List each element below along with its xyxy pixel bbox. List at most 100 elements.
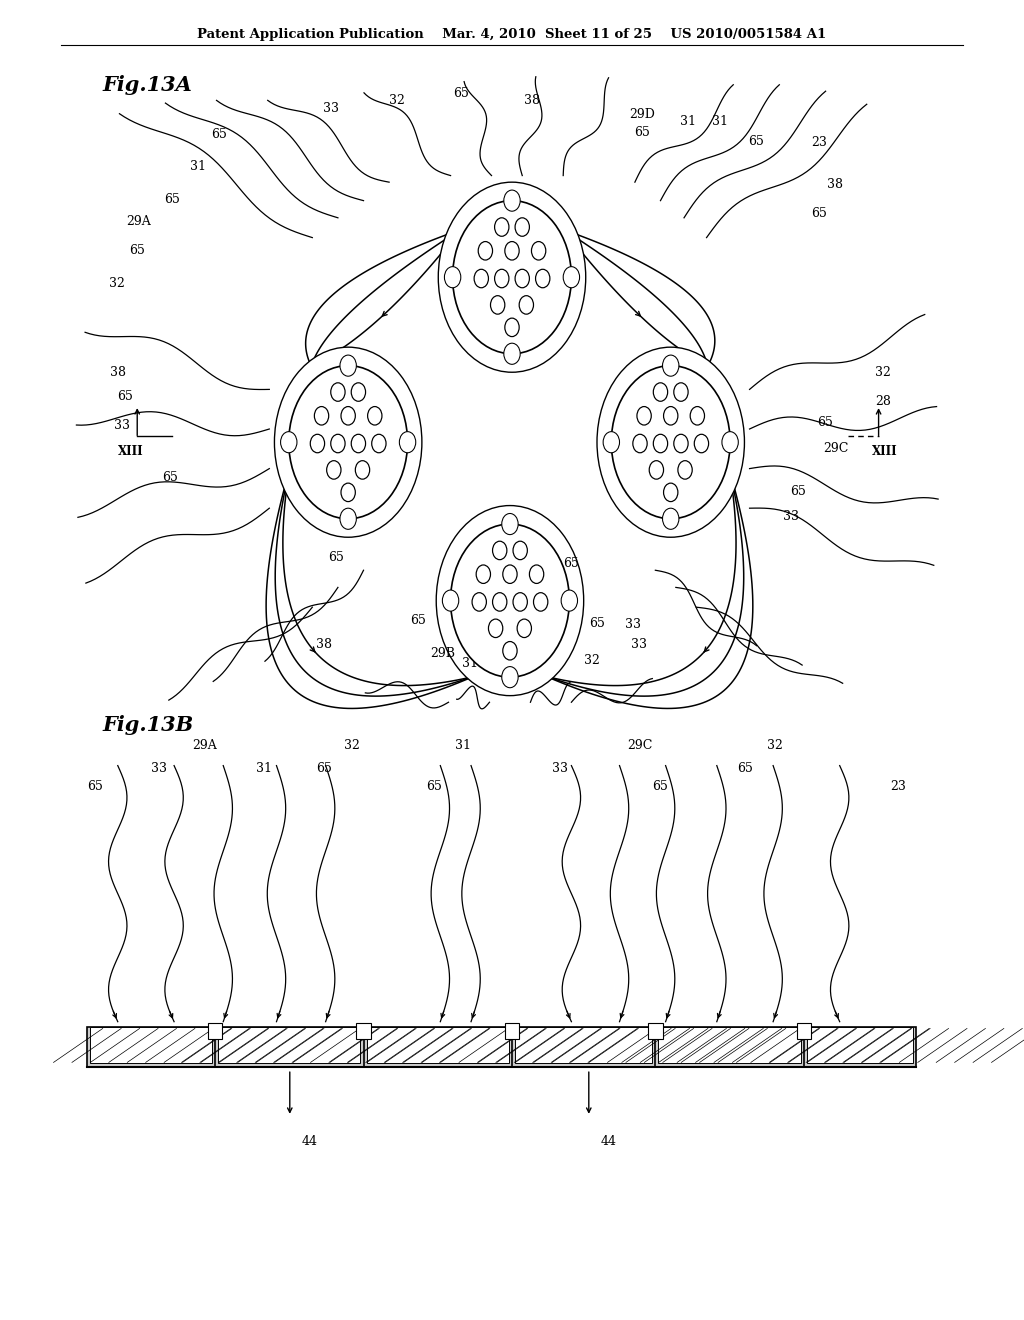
- Circle shape: [488, 619, 503, 638]
- Bar: [648, 1023, 663, 1039]
- Circle shape: [694, 434, 709, 453]
- Text: 32: 32: [344, 739, 360, 752]
- Circle shape: [493, 541, 507, 560]
- Circle shape: [513, 593, 527, 611]
- Text: Fig.13A: Fig.13A: [102, 75, 193, 95]
- Circle shape: [503, 642, 517, 660]
- Bar: [367, 1027, 509, 1063]
- Text: 65: 65: [162, 471, 178, 484]
- Circle shape: [653, 383, 668, 401]
- Bar: [90, 1027, 212, 1063]
- Bar: [356, 1023, 371, 1039]
- Circle shape: [340, 508, 356, 529]
- Circle shape: [531, 242, 546, 260]
- Circle shape: [372, 434, 386, 453]
- Text: 38: 38: [826, 178, 843, 191]
- Circle shape: [649, 461, 664, 479]
- Circle shape: [517, 619, 531, 638]
- Circle shape: [504, 190, 520, 211]
- Bar: [505, 1023, 519, 1039]
- Text: XIII: XIII: [871, 445, 898, 458]
- Text: 65: 65: [652, 780, 669, 793]
- Text: 31: 31: [680, 115, 696, 128]
- Text: 33: 33: [151, 762, 167, 775]
- Bar: [218, 1027, 360, 1063]
- Text: 33: 33: [625, 618, 641, 631]
- Text: 32: 32: [389, 94, 406, 107]
- Text: 65: 65: [315, 762, 332, 775]
- Circle shape: [340, 355, 356, 376]
- Circle shape: [529, 565, 544, 583]
- Text: 23: 23: [811, 136, 827, 149]
- Text: 28: 28: [874, 395, 891, 408]
- Circle shape: [653, 434, 668, 453]
- Text: 65: 65: [87, 780, 103, 793]
- Circle shape: [561, 590, 578, 611]
- Text: 29C: 29C: [823, 442, 848, 455]
- Text: 31: 31: [455, 739, 471, 752]
- Text: 29A: 29A: [193, 739, 217, 752]
- Text: 38: 38: [315, 638, 332, 651]
- Text: 65: 65: [211, 128, 227, 141]
- Text: 31: 31: [256, 762, 272, 775]
- Bar: [797, 1023, 811, 1039]
- Circle shape: [513, 541, 527, 560]
- Circle shape: [534, 593, 548, 611]
- Circle shape: [519, 296, 534, 314]
- Text: XIII: XIII: [118, 445, 144, 458]
- Circle shape: [472, 593, 486, 611]
- Text: 65: 65: [817, 416, 834, 429]
- Text: 29D: 29D: [629, 108, 655, 121]
- Text: 32: 32: [584, 653, 600, 667]
- Circle shape: [663, 355, 679, 376]
- Text: 65: 65: [453, 87, 469, 100]
- Bar: [208, 1023, 222, 1039]
- Circle shape: [505, 242, 519, 260]
- Text: 65: 65: [117, 389, 133, 403]
- Circle shape: [637, 407, 651, 425]
- Circle shape: [505, 318, 519, 337]
- Circle shape: [597, 347, 744, 537]
- Text: 65: 65: [790, 484, 806, 498]
- Circle shape: [453, 201, 571, 354]
- Circle shape: [515, 269, 529, 288]
- Text: 65: 65: [410, 614, 426, 627]
- Circle shape: [633, 434, 647, 453]
- Circle shape: [674, 383, 688, 401]
- Text: 65: 65: [811, 207, 827, 220]
- Circle shape: [690, 407, 705, 425]
- Circle shape: [436, 506, 584, 696]
- Circle shape: [274, 347, 422, 537]
- Circle shape: [722, 432, 738, 453]
- Circle shape: [310, 434, 325, 453]
- Text: 65: 65: [129, 244, 145, 257]
- Circle shape: [493, 593, 507, 611]
- Text: 65: 65: [748, 135, 764, 148]
- Circle shape: [331, 434, 345, 453]
- Text: 29B: 29B: [430, 647, 455, 660]
- Circle shape: [331, 383, 345, 401]
- Text: 65: 65: [563, 557, 580, 570]
- Bar: [658, 1027, 801, 1063]
- Circle shape: [663, 508, 679, 529]
- Text: 32: 32: [109, 277, 125, 290]
- Text: 33: 33: [782, 510, 799, 523]
- Text: 38: 38: [524, 94, 541, 107]
- Text: 65: 65: [485, 653, 502, 667]
- Text: 32: 32: [767, 739, 783, 752]
- Circle shape: [495, 269, 509, 288]
- Circle shape: [351, 434, 366, 453]
- Text: 29A: 29A: [126, 215, 151, 228]
- Circle shape: [438, 182, 586, 372]
- Text: Fig.13B: Fig.13B: [102, 715, 194, 735]
- Circle shape: [314, 407, 329, 425]
- Text: 29C: 29C: [628, 739, 652, 752]
- Circle shape: [368, 407, 382, 425]
- Circle shape: [476, 565, 490, 583]
- Text: 33: 33: [631, 638, 647, 651]
- Circle shape: [341, 407, 355, 425]
- Circle shape: [536, 269, 550, 288]
- Bar: [515, 1027, 652, 1063]
- Text: 65: 65: [737, 762, 754, 775]
- Circle shape: [444, 267, 461, 288]
